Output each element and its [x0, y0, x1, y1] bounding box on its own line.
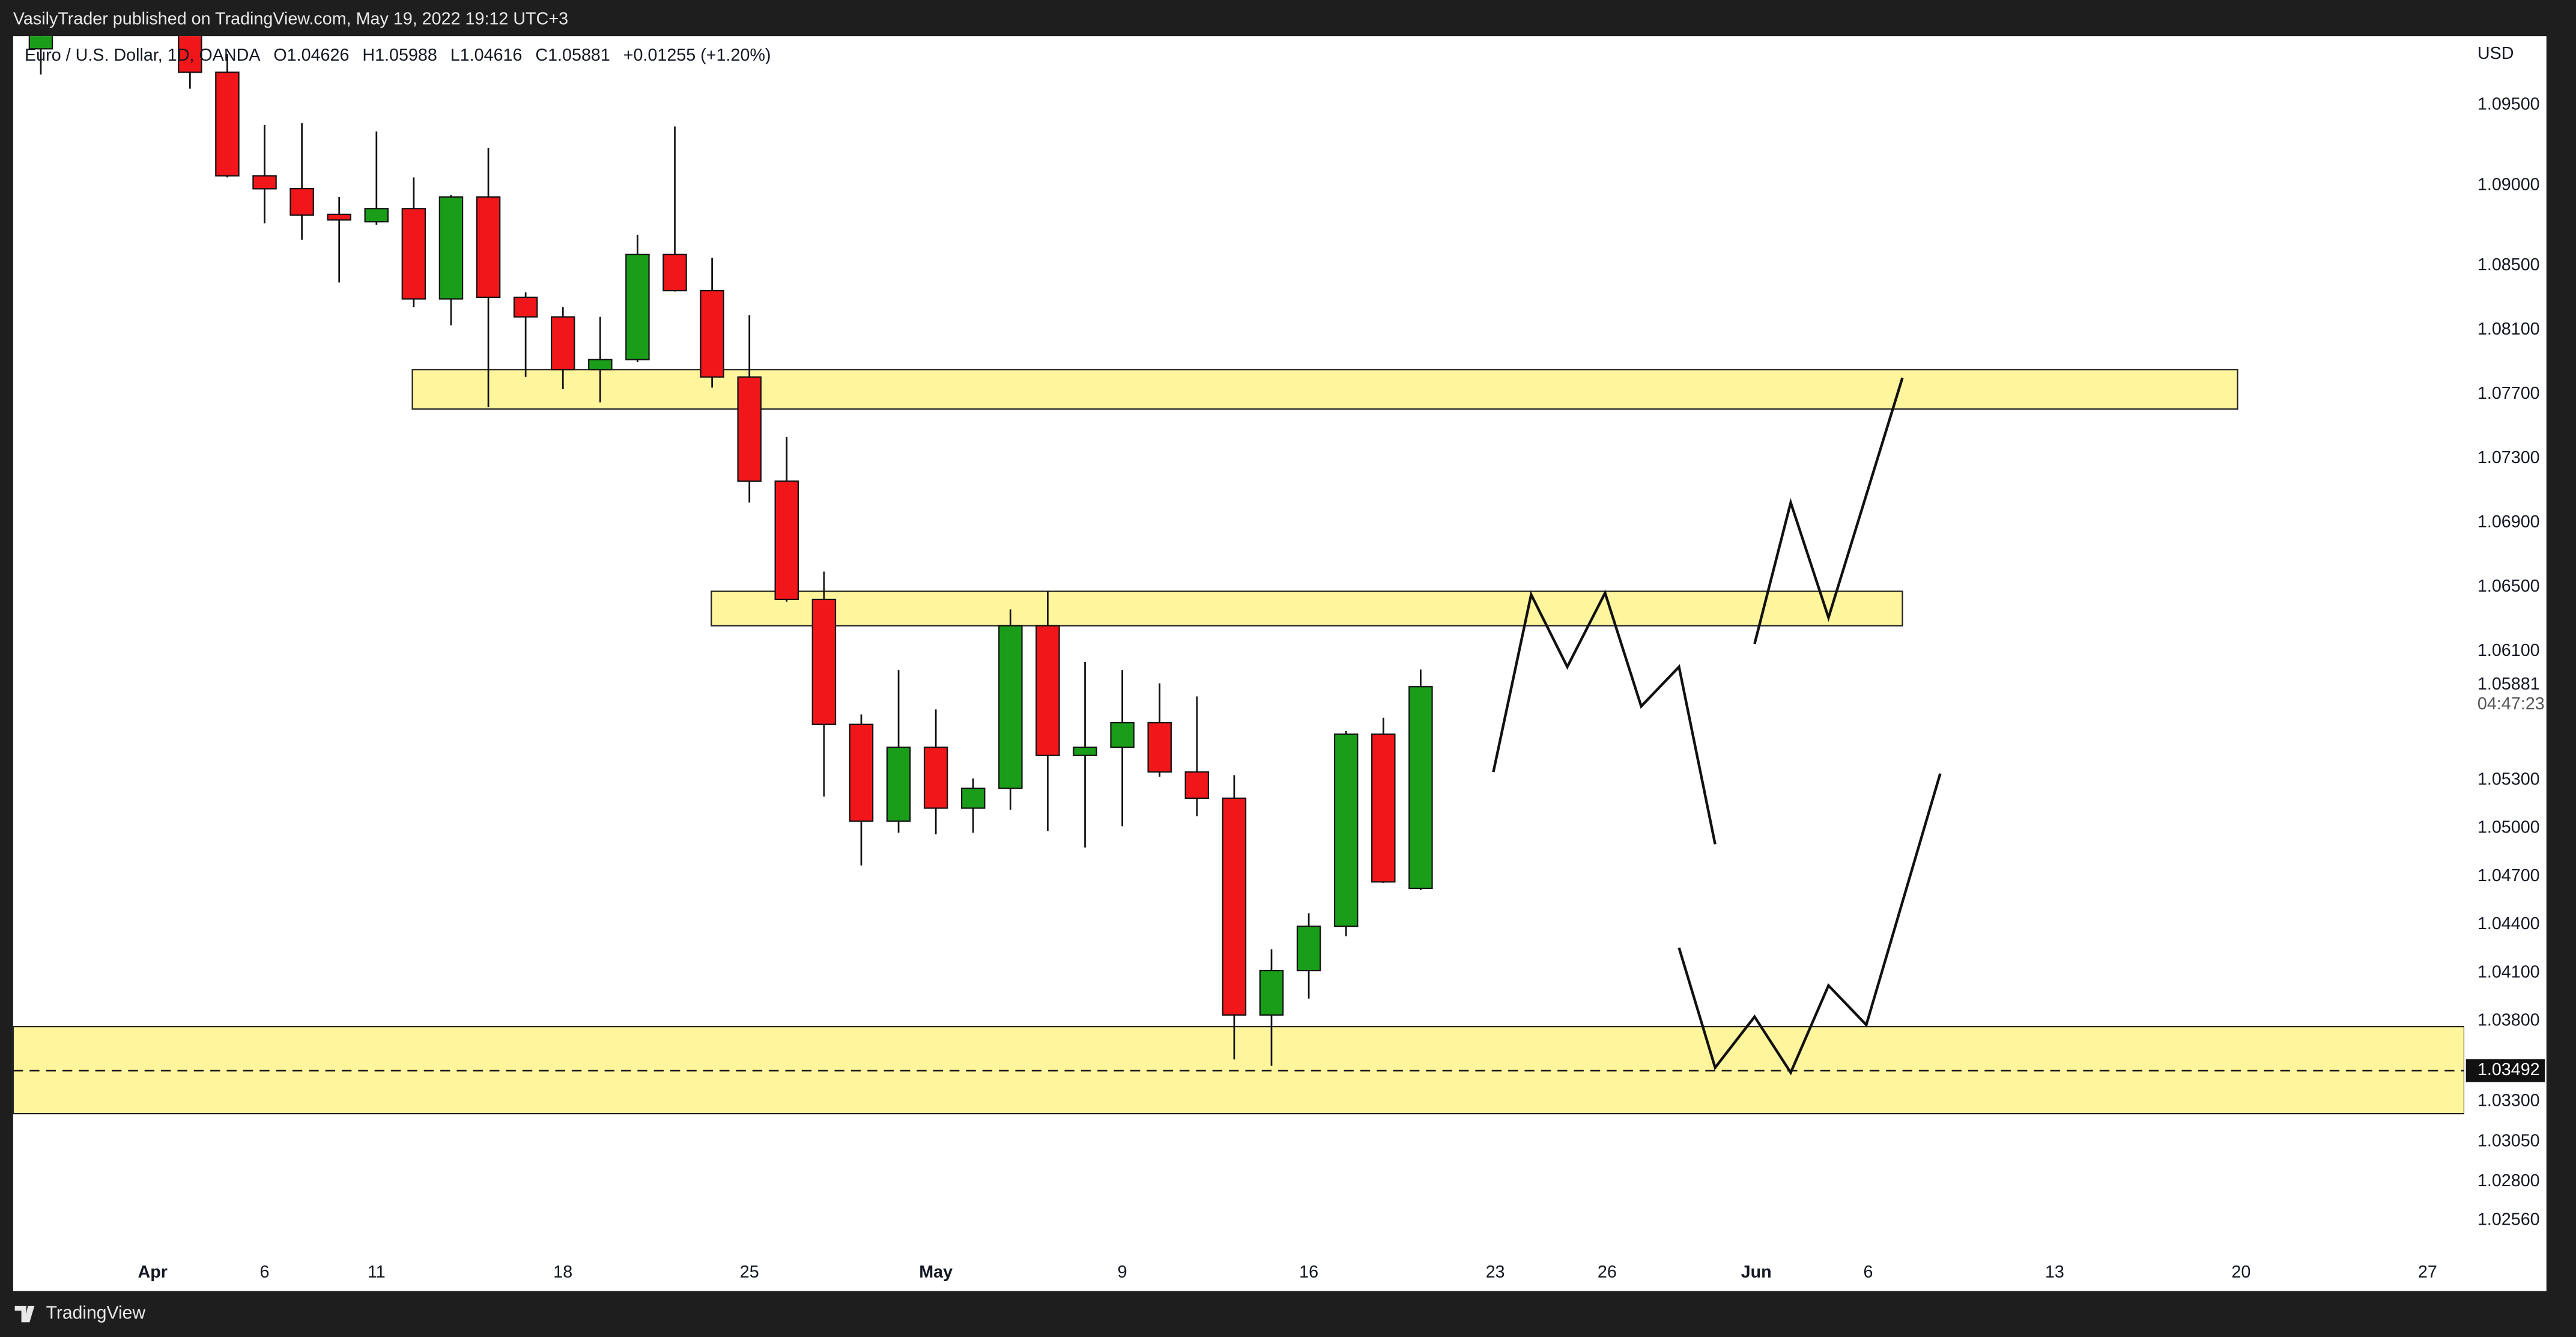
candle-body [662, 253, 687, 292]
zone [411, 369, 2238, 410]
y-tick-label: 1.03050 [2478, 1131, 2540, 1150]
candle-body [588, 359, 613, 371]
zone [711, 590, 1903, 626]
candle-body [476, 196, 501, 299]
candle-body [28, 36, 53, 50]
y-tick-label: 1.09000 [2478, 175, 2540, 194]
candle-body [811, 598, 837, 725]
y-tick-label: 1.06900 [2478, 512, 2540, 532]
candles [28, 36, 1433, 1066]
candle-body [178, 36, 202, 73]
x-tick-label: 16 [1299, 1263, 1318, 1282]
candle-body [998, 625, 1023, 789]
y-tick-label: 1.04700 [2478, 866, 2540, 885]
x-tick-label: May [919, 1263, 953, 1282]
candle-body [438, 196, 464, 300]
candle-body [849, 723, 874, 822]
x-tick-label: 20 [2231, 1263, 2250, 1282]
x-tick-label: Jun [1741, 1263, 1772, 1282]
candle-body [1222, 797, 1247, 1016]
header: Euro / U.S. Dollar, 1D, OANDA O1.04626 H1.… [25, 46, 771, 65]
price-line-label: 1.03492 [2478, 1060, 2540, 1079]
currency: USD [2478, 44, 2514, 63]
header-item: C1.05881 [535, 46, 610, 65]
candle-body [252, 175, 277, 190]
candle-body [401, 208, 426, 300]
candle-body [886, 747, 911, 822]
projection-path [1677, 773, 1942, 1076]
published-by: VasilyTrader published on TradingView.co… [13, 9, 568, 28]
candle-body [289, 187, 314, 216]
candle-body [215, 71, 240, 177]
labels: Euro / U.S. Dollar, 1D, OANDA O1.04626 H1.… [13, 46, 2545, 1282]
projection-path [1753, 377, 1904, 644]
y-tick-label: 1.07300 [2478, 448, 2540, 467]
candle-body [1371, 733, 1396, 883]
candle-body [923, 747, 948, 809]
footer [0, 1291, 2576, 1337]
candle-body [1184, 771, 1210, 799]
projection-path [1492, 589, 1717, 845]
candle-body [513, 296, 538, 318]
y-tick-label: 1.08100 [2478, 320, 2540, 339]
candle-body [625, 253, 650, 360]
candle-body [700, 290, 724, 378]
projections [1492, 377, 1942, 1076]
candle-body [1073, 747, 1097, 756]
price-line-badge [2465, 1059, 2545, 1082]
x-tick-label: 6 [1863, 1263, 1873, 1282]
x-tick-label: 13 [2045, 1263, 2064, 1282]
x-tick-label: 18 [553, 1263, 572, 1282]
y-tick-label: 1.06100 [2478, 641, 2540, 660]
candle-body [961, 787, 986, 809]
candle-body [364, 208, 389, 223]
header-item: Euro / U.S. Dollar, 1D, OANDA [25, 46, 261, 65]
y-tick-label: 1.02800 [2478, 1171, 2540, 1190]
y-tick-label: 1.06500 [2478, 577, 2540, 596]
header-item: H1.05988 [362, 46, 437, 65]
candle-body [1296, 926, 1321, 972]
y-tick-label: 1.02560 [2478, 1210, 2540, 1229]
x-tick-label: Apr [138, 1263, 168, 1282]
x-tick-label: 27 [2418, 1263, 2437, 1282]
brand: TradingView [46, 1303, 146, 1323]
brand-logo [14, 1306, 35, 1323]
y-tick-label: 1.04100 [2478, 962, 2540, 981]
y-tick-label: 1.08500 [2478, 255, 2540, 274]
candle-body [1110, 722, 1135, 748]
last-price-label: 1.05881 [2478, 675, 2540, 694]
y-tick-label: 1.05300 [2478, 769, 2540, 789]
y-tick-label: 1.07700 [2478, 384, 2540, 403]
last-price-badge [2465, 673, 2545, 717]
y-tick-label: 1.04400 [2478, 914, 2540, 933]
countdown: 04:47:23 [2478, 694, 2545, 714]
candle-body [1035, 625, 1060, 756]
candle-body [1408, 686, 1433, 890]
x-tick-label: 25 [740, 1263, 759, 1282]
y-tick-label: 1.09500 [2478, 95, 2540, 114]
candle-body [737, 376, 762, 482]
candle-body [327, 213, 351, 221]
y-tick-label: 1.03300 [2478, 1091, 2540, 1110]
header-item: +0.01255 (+1.20%) [623, 46, 771, 65]
candle-body [551, 316, 575, 371]
header-item: L1.04616 [450, 46, 523, 65]
y-tick-label: 1.03800 [2478, 1011, 2540, 1030]
candle-body [1333, 733, 1359, 927]
x-tick-label: 26 [1598, 1263, 1617, 1282]
y-tick-label: 1.05000 [2478, 818, 2540, 837]
x-tick-label: 9 [1118, 1263, 1127, 1282]
x-tick-label: 23 [1486, 1263, 1505, 1282]
x-tick-label: 6 [260, 1263, 270, 1282]
header-item: O1.04626 [273, 46, 349, 65]
x-tick-label: 11 [368, 1263, 386, 1282]
candle-body [774, 480, 799, 601]
candle-body [1259, 969, 1284, 1016]
candle-body [1147, 722, 1172, 773]
